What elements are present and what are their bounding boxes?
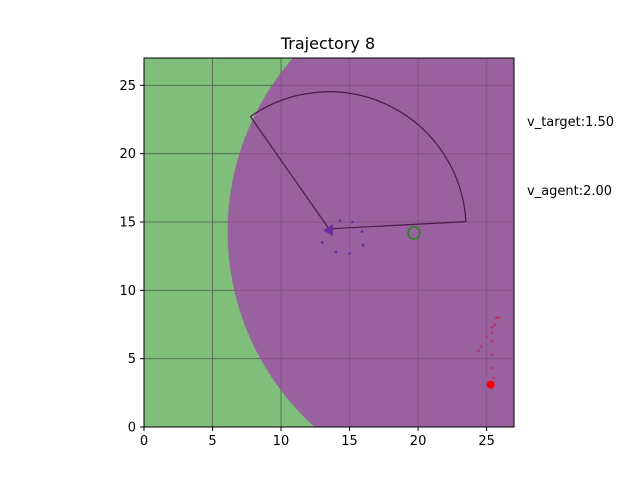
- chart-title: Trajectory 8: [280, 34, 375, 53]
- x-tick-label: 5: [208, 434, 216, 449]
- y-tick-label: 20: [119, 147, 136, 162]
- target-trail-point: [477, 349, 480, 352]
- target-trail-point: [490, 339, 494, 343]
- y-tick-label: 0: [128, 421, 136, 436]
- x-tick-label: 0: [140, 434, 148, 449]
- agent-marker: [323, 224, 333, 237]
- target-trail-point: [497, 316, 501, 319]
- agent-trail-point: [360, 230, 364, 233]
- agent-trail-point: [361, 243, 365, 247]
- x-tick-label: 20: [410, 434, 427, 449]
- y-tick-label: 25: [119, 79, 136, 94]
- agent-trail-point: [320, 241, 324, 244]
- target-trail-point: [490, 366, 494, 370]
- x-tick-label: 10: [273, 434, 290, 449]
- plot-frame: [143, 57, 515, 428]
- target-trail-point: [490, 325, 494, 329]
- x-tick-label: 25: [478, 434, 495, 449]
- target-trail-point: [479, 345, 483, 348]
- red-point-marker: [486, 380, 495, 389]
- target-trail-point: [492, 376, 495, 380]
- agent-trail-point: [334, 250, 338, 254]
- agent-trail-point: [350, 220, 354, 224]
- agent-trail-point: [338, 219, 342, 222]
- y-tick-label: 15: [119, 216, 136, 231]
- agent-range-circle: [227, 58, 514, 427]
- y-tick-label: 5: [128, 352, 136, 367]
- target-trail-point: [490, 331, 494, 335]
- target-trail-point: [494, 316, 498, 319]
- target-trail-point: [485, 335, 488, 339]
- y-tick-label: 10: [119, 284, 136, 299]
- target-trail-point: [490, 353, 494, 356]
- field-of-view-sector: [249, 91, 467, 230]
- target-marker: [407, 226, 421, 240]
- target-trail-point: [493, 323, 497, 326]
- v-agent-annotation: v_agent:2.00: [527, 184, 612, 199]
- v-target-annotation: v_target:1.50: [527, 115, 614, 130]
- x-tick-label: 15: [341, 434, 358, 449]
- agent-trail-point: [348, 252, 351, 255]
